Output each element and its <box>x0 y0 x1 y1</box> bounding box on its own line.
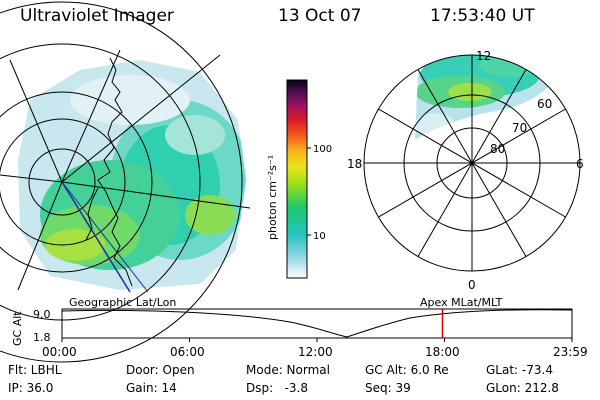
instrument-title: Ultraviolet Imager <box>20 6 174 26</box>
seq-info: Seq: 39 <box>365 381 411 395</box>
geographic-image <box>0 1 251 363</box>
time-tick-0000: 00:00 <box>42 345 77 359</box>
mlt-label-6: 6 <box>576 157 584 171</box>
time-tick-0600: 06:00 <box>170 345 205 359</box>
altitude-ytick-high: 9.0 <box>33 308 51 321</box>
mlat-label-70: 70 <box>512 121 527 135</box>
mlt-label-18: 18 <box>347 157 362 171</box>
geographic-caption: Geographic Lat/Lon <box>69 296 176 309</box>
time-tick-2359: 23:59 <box>553 345 588 359</box>
gc-alt-info: GC Alt: 6.0 Re <box>365 363 449 377</box>
apex-caption: Apex MLat/MLT <box>420 296 503 309</box>
coastline <box>97 57 133 287</box>
altitude-ytick-low: 1.8 <box>33 331 51 344</box>
altitude-timeline: Geographic Lat/Lon Apex MLat/MLT GC Alt … <box>11 296 588 359</box>
glon-info: GLon: 212.8 <box>486 381 559 395</box>
mlat-label-60: 60 <box>537 97 552 111</box>
auroral-emission-geographic <box>18 60 246 290</box>
filter-info: Flt: LBHL <box>8 363 62 377</box>
mode-info: Mode: Normal <box>246 363 330 377</box>
mlat-label-80: 80 <box>490 142 505 156</box>
time-tick-1800: 18:00 <box>425 345 460 359</box>
colorbar-tick-10: 10 <box>313 231 326 242</box>
door-info: Door: Open <box>126 363 195 377</box>
colorbar-tick-100: 100 <box>313 144 332 155</box>
mlt-label-12: 12 <box>476 49 491 63</box>
colorbar: 100 10 photon cm⁻²s⁻¹ <box>266 79 332 279</box>
polar-plot: 12 18 6 0 60 70 80 <box>347 49 584 292</box>
colorbar-unit-label: photon cm⁻²s⁻¹ <box>266 155 279 240</box>
glat-info: GLat: -73.4 <box>486 363 553 377</box>
gain-info: Gain: 14 <box>126 381 177 395</box>
altitude-curve <box>61 309 573 338</box>
date-label: 13 Oct 07 <box>278 6 362 26</box>
time-label: 17:53:40 UT <box>430 6 535 26</box>
time-tick-1200: 12:00 <box>298 345 333 359</box>
dsp-info: Dsp: -3.8 <box>246 381 309 395</box>
ip-info: IP: 36.0 <box>8 381 54 395</box>
altitude-ylabel: GC Alt <box>11 311 24 346</box>
mlt-label-0: 0 <box>468 278 476 292</box>
